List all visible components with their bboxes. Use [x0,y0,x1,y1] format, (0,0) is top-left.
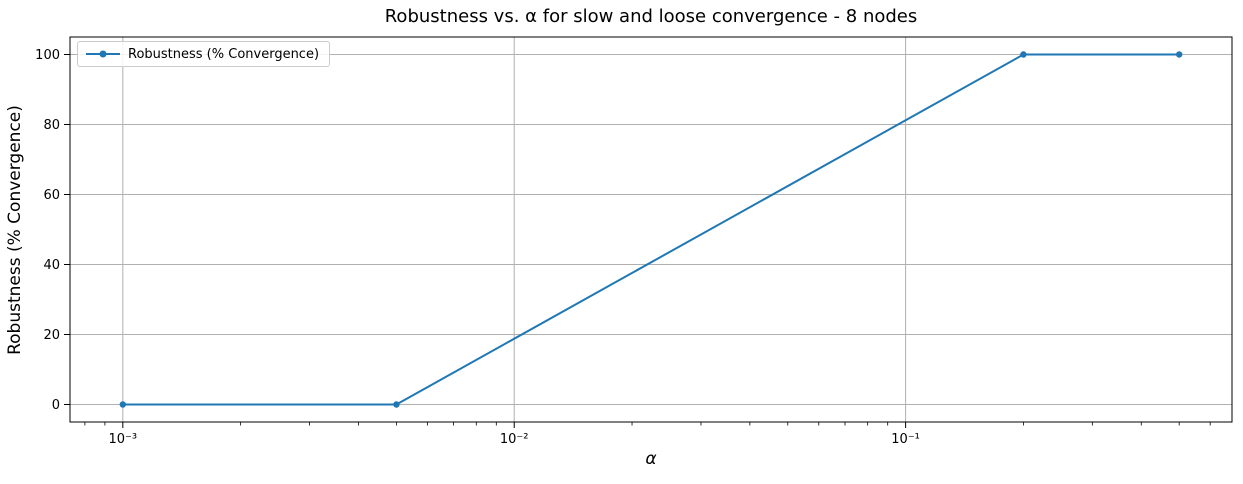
data-point [1020,51,1027,58]
y-tick-label: 60 [43,188,60,203]
legend-line-marker-icon [86,49,120,59]
data-point [119,401,127,408]
y-tick-label: 80 [43,118,60,133]
chart-title: Robustness vs. α for slow and loose conv… [384,6,918,27]
y-tick-label: 0 [52,398,60,413]
legend: Robustness (% Convergence) [77,41,331,67]
y-tick-label: 20 [43,328,60,343]
x-tick-label: 10⁻¹ [891,432,920,447]
legend-marker-dot-icon [99,50,107,58]
data-point [1175,51,1183,58]
data-point [393,401,400,408]
y-tick-label: 40 [43,258,60,273]
y-tick-label: 100 [35,48,60,63]
axis-ticks: 10⁻³ 10⁻² 10⁻¹ 0 20 40 60 80 100 [35,48,1211,447]
grid [70,37,1232,422]
legend-label: Robustness (% Convergence) [128,46,320,62]
x-tick-label: 10⁻² [500,432,529,447]
data-line [121,53,1181,406]
x-axis-label: α [645,449,657,469]
x-tick-label: 10⁻³ [109,432,138,447]
y-axis-label: Robustness (% Convergence) [5,105,25,355]
plot-spine [69,36,1233,423]
